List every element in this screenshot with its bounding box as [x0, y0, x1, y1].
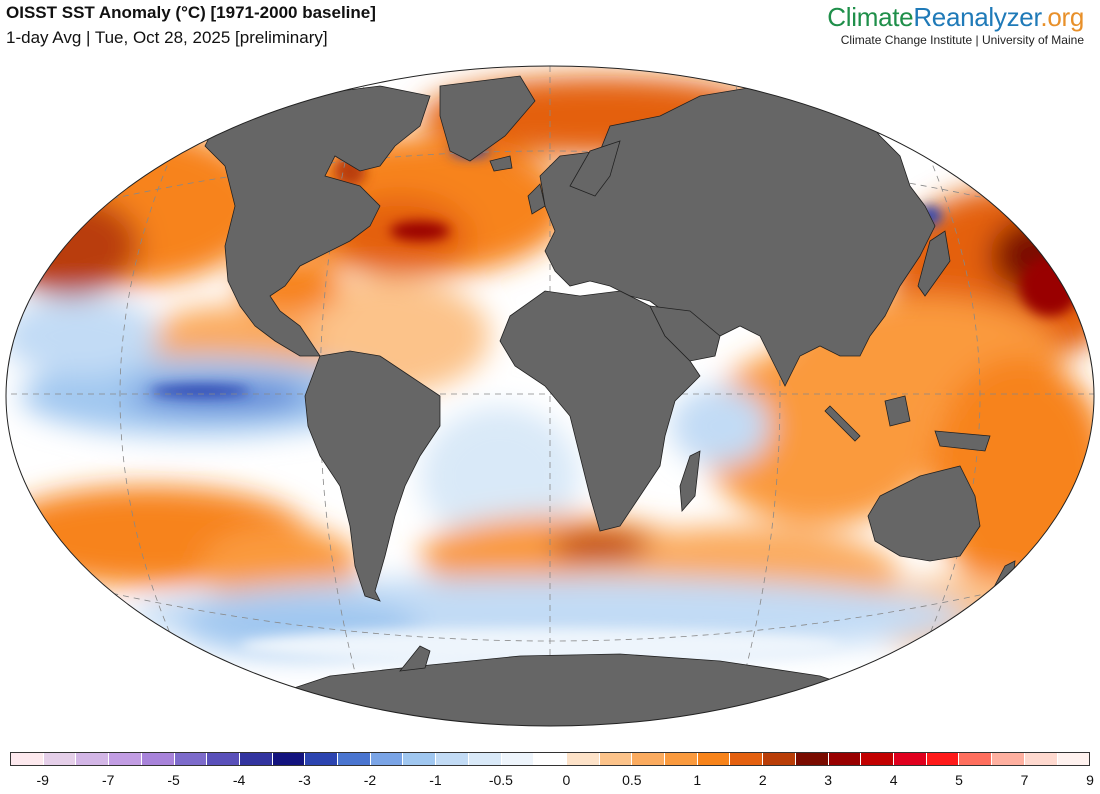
colorbar-swatch [992, 753, 1025, 765]
landmass-new-guinea [934, 430, 991, 452]
colorbar-swatch [403, 753, 437, 765]
landmass-japan [917, 230, 951, 297]
colorbar-swatch [370, 753, 404, 765]
colorbar-swatch [730, 753, 764, 765]
colorbar-swatch [599, 753, 633, 765]
colorbar-swatch [632, 753, 666, 765]
colorbar-swatch [436, 753, 469, 765]
colorbar-swatch [1024, 753, 1058, 765]
colorbar-swatch [109, 753, 142, 765]
colorbar-swatch [763, 753, 796, 765]
colorbar-swatch [468, 753, 502, 765]
colorbar-tick-label: 7 [1020, 772, 1029, 788]
landmass-africa [499, 290, 701, 532]
landmass-australia [867, 465, 981, 562]
colorbar-tick-label: -0.5 [488, 772, 513, 788]
colorbar [10, 752, 1090, 766]
colorbar-tick-label: 4 [889, 772, 898, 788]
colorbar-swatch [665, 753, 698, 765]
ocean-layer [6, 66, 1094, 726]
colorbar-tick-label: 0 [562, 772, 571, 788]
colorbar-tick-label: 3 [824, 772, 833, 788]
brand-logo[interactable]: ClimateReanalyzer.org [827, 2, 1084, 33]
landmass-south-america [304, 350, 441, 602]
colorbar-swatch [861, 753, 894, 765]
landmass-north-america [204, 85, 431, 357]
colorbar-swatch [207, 753, 240, 765]
colorbar-swatch [926, 753, 960, 765]
colorbar-tick-label: 0.5 [622, 772, 642, 788]
colorbar-ticks: -9 -7 -5 -4 -3 -2 -1 -0.5 0 0.5 1 2 3 4 5 7 9 [0, 772, 1100, 792]
colorbar-swatch [697, 753, 731, 765]
landmass-sumatra [824, 405, 861, 442]
colorbar-tick-label: 9 [1086, 772, 1094, 788]
landmass-uk [527, 183, 546, 215]
colorbar-swatch [959, 753, 993, 765]
colorbar-swatch [272, 753, 306, 765]
globe-outline [5, 65, 1095, 727]
colorbar-swatch [174, 753, 208, 765]
colorbar-tick-label: -5 [167, 772, 180, 788]
colorbar-tick-label: -2 [363, 772, 377, 788]
colorbar-tick-label: -3 [298, 772, 311, 788]
map-subtitle: 1-day Avg | Tue, Oct 28, 2025 [prelimina… [6, 28, 328, 47]
colorbar-tick-label: 2 [758, 772, 767, 788]
colorbar-swatch [239, 753, 273, 765]
colorbar-tick-label: -7 [101, 772, 115, 788]
brand-part-reanalyzer: Reanalyzer [913, 2, 1041, 32]
colorbar-swatch [566, 753, 600, 765]
landmass-antarctic-peninsula [399, 645, 431, 672]
colorbar-tick-label: -9 [36, 772, 49, 788]
landmass-borneo [884, 395, 911, 427]
landmass-madagascar [679, 450, 701, 512]
colorbar-swatch [43, 753, 77, 765]
colorbar-swatch [534, 753, 567, 765]
landmass-arabia [649, 305, 721, 362]
world-sst-anomaly-map [5, 65, 1095, 727]
affiliation-text: Climate Change Institute | University of… [840, 33, 1084, 47]
colorbar-swatch [305, 753, 339, 765]
colorbar-swatch [1057, 753, 1090, 765]
colorbar-swatch [828, 753, 862, 765]
colorbar-swatch [795, 753, 829, 765]
colorbar-swatch [76, 753, 110, 765]
colorbar-swatch [893, 753, 927, 765]
landmass-iceland [489, 155, 513, 172]
colorbar-tick-label: 5 [955, 772, 963, 788]
colorbar-swatch [141, 753, 175, 765]
brand-part-org: .org [1040, 2, 1084, 32]
colorbar-tick-label: -1 [429, 772, 442, 788]
brand-part-climate: Climate [827, 2, 914, 32]
colorbar-tick-label: 1 [693, 772, 702, 788]
colorbar-swatch [11, 753, 44, 765]
colorbar-tick-label: -4 [232, 772, 246, 788]
colorbar-swatch [501, 753, 535, 765]
landmass-scandinavia [569, 140, 621, 197]
colorbar-swatch [338, 753, 371, 765]
landmass-greenland [439, 75, 536, 162]
map-title: OISST SST Anomaly (°C) [1971-2000 baseli… [6, 3, 376, 22]
